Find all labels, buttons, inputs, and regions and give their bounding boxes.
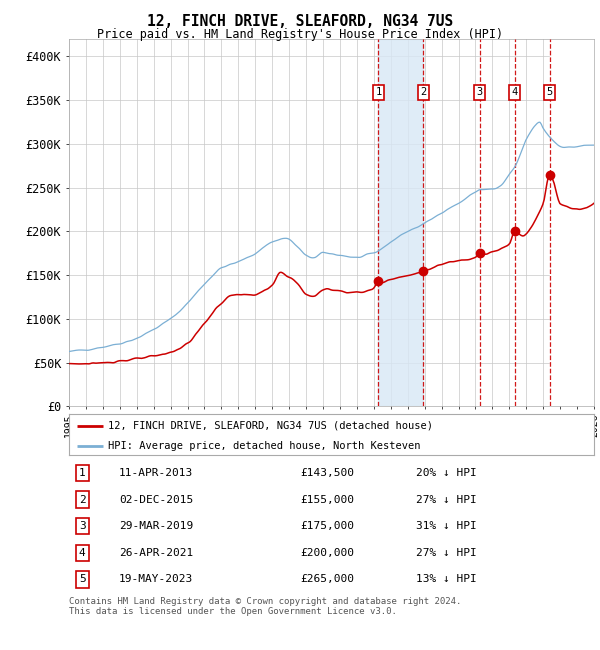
Text: 3: 3	[79, 521, 86, 531]
Text: 19-MAY-2023: 19-MAY-2023	[119, 575, 193, 584]
Text: £143,500: £143,500	[300, 468, 354, 478]
Bar	[379, 39, 423, 406]
Text: 1: 1	[375, 87, 382, 98]
Text: 12, FINCH DRIVE, SLEAFORD, NG34 7US: 12, FINCH DRIVE, SLEAFORD, NG34 7US	[147, 14, 453, 29]
Text: 4: 4	[512, 87, 518, 98]
Text: 13% ↓ HPI: 13% ↓ HPI	[415, 575, 476, 584]
Text: 12, FINCH DRIVE, SLEAFORD, NG34 7US (detached house): 12, FINCH DRIVE, SLEAFORD, NG34 7US (det…	[109, 421, 433, 430]
Text: 20% ↓ HPI: 20% ↓ HPI	[415, 468, 476, 478]
Text: £175,000: £175,000	[300, 521, 354, 531]
Text: HPI: Average price, detached house, North Kesteven: HPI: Average price, detached house, Nort…	[109, 441, 421, 451]
Text: 2: 2	[79, 495, 86, 504]
Text: 31% ↓ HPI: 31% ↓ HPI	[415, 521, 476, 531]
Text: 5: 5	[547, 87, 553, 98]
Text: 2: 2	[420, 87, 427, 98]
Text: 1: 1	[79, 468, 86, 478]
Text: 26-APR-2021: 26-APR-2021	[119, 548, 193, 558]
Text: 3: 3	[476, 87, 482, 98]
Text: Price paid vs. HM Land Registry's House Price Index (HPI): Price paid vs. HM Land Registry's House …	[97, 28, 503, 41]
Text: £155,000: £155,000	[300, 495, 354, 504]
Text: 11-APR-2013: 11-APR-2013	[119, 468, 193, 478]
Text: 29-MAR-2019: 29-MAR-2019	[119, 521, 193, 531]
Text: 5: 5	[79, 575, 86, 584]
Bar	[550, 39, 594, 406]
Text: 02-DEC-2015: 02-DEC-2015	[119, 495, 193, 504]
Text: 4: 4	[79, 548, 86, 558]
Text: Contains HM Land Registry data © Crown copyright and database right 2024.
This d: Contains HM Land Registry data © Crown c…	[69, 597, 461, 616]
Text: 27% ↓ HPI: 27% ↓ HPI	[415, 548, 476, 558]
Text: 27% ↓ HPI: 27% ↓ HPI	[415, 495, 476, 504]
Text: £200,000: £200,000	[300, 548, 354, 558]
Text: £265,000: £265,000	[300, 575, 354, 584]
